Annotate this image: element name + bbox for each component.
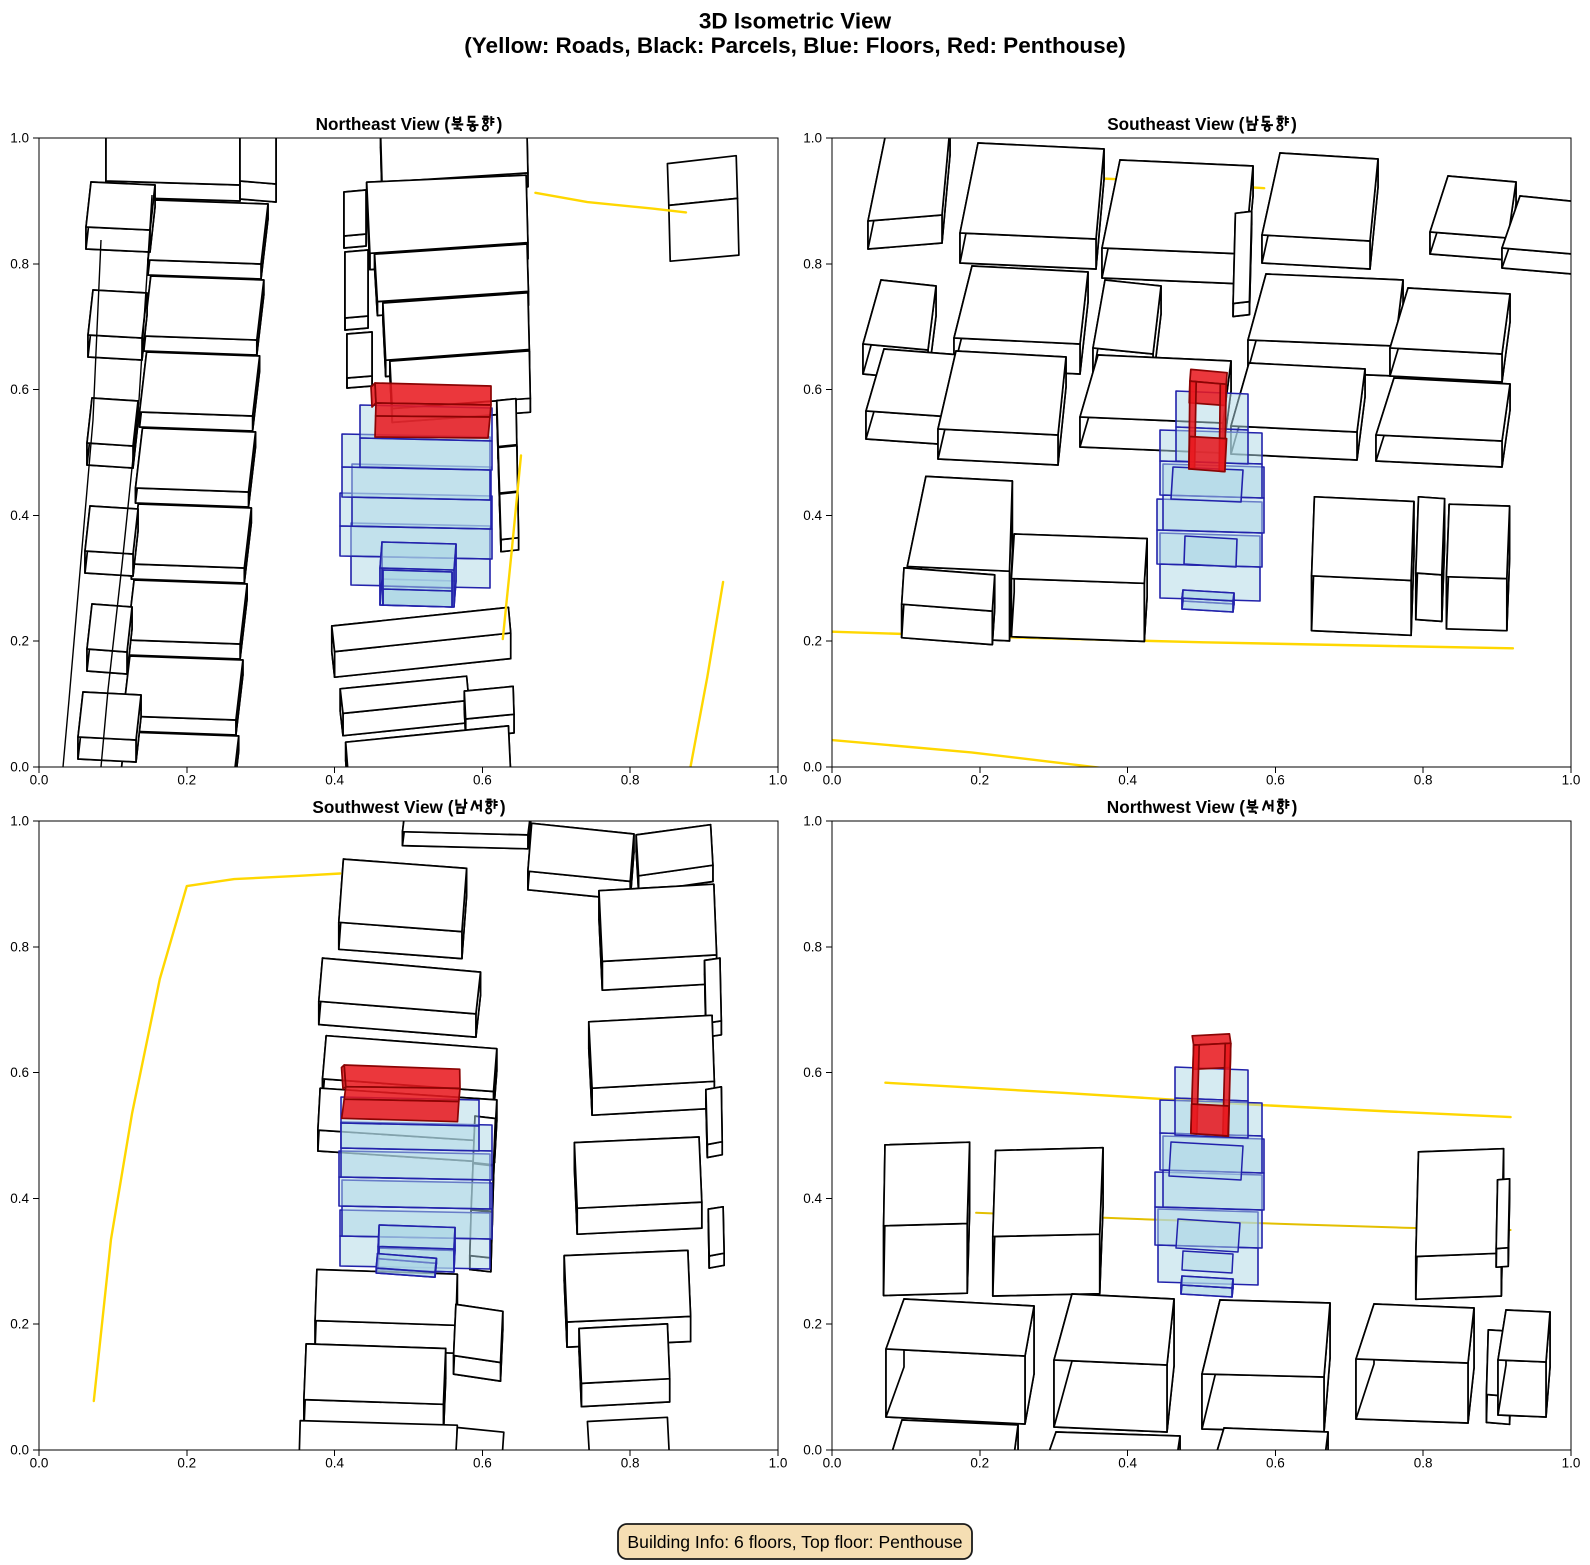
svg-text:0.4: 0.4 — [1118, 1456, 1137, 1471]
svg-text:0.6: 0.6 — [1266, 773, 1285, 788]
svg-text:0.6: 0.6 — [473, 773, 492, 788]
svg-text:1.0: 1.0 — [10, 131, 29, 146]
svg-text:0.2: 0.2 — [970, 1456, 989, 1471]
svg-text:0.8: 0.8 — [1414, 1456, 1433, 1471]
svg-text:(Yellow: Roads, Black: Parcels: (Yellow: Roads, Black: Parcels, Blue: Fl… — [464, 33, 1125, 58]
svg-text:1.0: 1.0 — [769, 773, 788, 788]
svg-text:0.0: 0.0 — [10, 1443, 29, 1458]
svg-text:0.8: 0.8 — [1414, 773, 1433, 788]
svg-text:0.2: 0.2 — [803, 1317, 822, 1332]
svg-text:0.2: 0.2 — [10, 1317, 29, 1332]
svg-text:0.8: 0.8 — [621, 1456, 640, 1471]
svg-text:0.4: 0.4 — [803, 508, 822, 523]
svg-text:0.0: 0.0 — [30, 773, 49, 788]
svg-text:Northwest View (: Northwest View ( — [1107, 797, 1245, 817]
svg-text:0.2: 0.2 — [803, 634, 822, 649]
svg-text:0.4: 0.4 — [803, 1191, 822, 1206]
svg-text:Southeast View (: Southeast View ( — [1107, 114, 1244, 134]
svg-text:0.0: 0.0 — [10, 760, 29, 775]
svg-text:1.0: 1.0 — [1562, 773, 1581, 788]
svg-text:0.6: 0.6 — [10, 1065, 29, 1080]
svg-text:0.4: 0.4 — [10, 1191, 29, 1206]
svg-text:): ) — [1292, 797, 1298, 817]
svg-text:): ) — [1291, 114, 1297, 134]
svg-text:0.8: 0.8 — [10, 256, 29, 271]
svg-text:0.8: 0.8 — [10, 939, 29, 954]
svg-text:0.6: 0.6 — [10, 382, 29, 397]
svg-text:0.2: 0.2 — [10, 634, 29, 649]
svg-text:0.0: 0.0 — [823, 1456, 842, 1471]
svg-text:0.4: 0.4 — [1118, 773, 1137, 788]
svg-text:1.0: 1.0 — [1562, 1456, 1581, 1471]
svg-text:0.4: 0.4 — [325, 1456, 344, 1471]
svg-text:0.8: 0.8 — [803, 256, 822, 271]
svg-text:0.6: 0.6 — [803, 1065, 822, 1080]
svg-text:0.8: 0.8 — [803, 939, 822, 954]
svg-text:0.2: 0.2 — [177, 773, 196, 788]
svg-text:1.0: 1.0 — [10, 814, 29, 829]
svg-text:0.0: 0.0 — [30, 1456, 49, 1471]
svg-text:0.6: 0.6 — [473, 1456, 492, 1471]
svg-text:0.8: 0.8 — [621, 773, 640, 788]
svg-text:): ) — [500, 797, 506, 817]
svg-text:0.0: 0.0 — [803, 1443, 822, 1458]
svg-text:3D Isometric View: 3D Isometric View — [699, 9, 892, 34]
svg-text:0.2: 0.2 — [970, 773, 989, 788]
svg-text:0.4: 0.4 — [10, 508, 29, 523]
svg-text:0.0: 0.0 — [803, 760, 822, 775]
svg-text:1.0: 1.0 — [803, 814, 822, 829]
svg-text:Southwest View (: Southwest View ( — [312, 797, 453, 817]
svg-text:Building Info: 6 floors, Top f: Building Info: 6 floors, Top floor: Pent… — [627, 1532, 962, 1552]
svg-text:0.4: 0.4 — [325, 773, 344, 788]
svg-text:Northeast View (: Northeast View ( — [316, 114, 451, 134]
svg-text:0.0: 0.0 — [823, 773, 842, 788]
svg-text:0.6: 0.6 — [1266, 1456, 1285, 1471]
svg-text:0.2: 0.2 — [177, 1456, 196, 1471]
svg-text:): ) — [497, 114, 503, 134]
svg-text:1.0: 1.0 — [803, 131, 822, 146]
svg-text:1.0: 1.0 — [769, 1456, 788, 1471]
svg-text:0.6: 0.6 — [803, 382, 822, 397]
